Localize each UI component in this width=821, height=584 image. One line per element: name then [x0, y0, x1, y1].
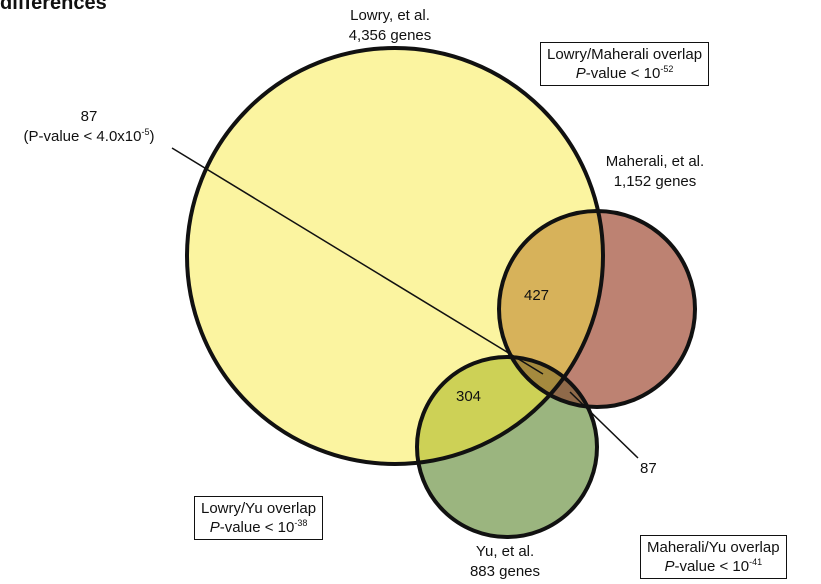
lowry-maherali-count: 427 — [524, 287, 550, 304]
yu-count: 883 genes — [469, 563, 541, 580]
lowry-label: Lowry, et al. 4,356 genes — [320, 6, 460, 46]
maherali-yu-pvalue-box: Maherali/Yu overlap P-value < 10-41 — [640, 535, 787, 579]
triple-leader-line — [171, 147, 544, 375]
maherali-yu-count: 87 — [640, 460, 657, 477]
maherali-yu-box-title: Maherali/Yu overlap — [647, 539, 780, 556]
lowry-yu-count: 304 — [456, 388, 482, 405]
maherali-outline — [497, 209, 697, 409]
triple-annotation: 87 (P-value < 4.0x10-5) — [0, 107, 178, 147]
figure-title: differences — [0, 0, 107, 14]
lowry-maherali-pvalue-box: Lowry/Maherali overlap P-value < 10-52 — [540, 42, 710, 86]
maherali-label: Maherali, et al. 1,152 genes — [580, 152, 730, 192]
lowry-name: Lowry, et al. — [350, 7, 430, 24]
yu-label: Yu, et al. 883 genes — [450, 542, 560, 582]
maherali-name: Maherali, et al. — [605, 153, 705, 170]
lowry-maherali-box-title: Lowry/Maherali overlap — [547, 46, 703, 63]
yu-name: Yu, et al. — [475, 543, 535, 560]
yu-outline — [415, 355, 599, 539]
triple-count-label: 87 — [80, 108, 98, 125]
lowry-yu-box-title: Lowry/Yu overlap — [201, 500, 317, 517]
lowry-outline — [185, 46, 605, 466]
maherali-yu-box-pvalue: P-value < 10-41 — [664, 557, 763, 576]
lowry-yu-box-pvalue: P-value < 10-38 — [209, 518, 308, 537]
maherali-count: 1,152 genes — [613, 173, 697, 190]
maherali-yu-leader-line — [569, 391, 639, 459]
lowry-yu-pvalue-box: Lowry/Yu overlap P-value < 10-38 — [194, 496, 324, 540]
lowry-count: 4,356 genes — [348, 27, 432, 44]
triple-pvalue: (P-value < 4.0x10-5) — [23, 127, 155, 146]
lowry-maherali-box-pvalue: P-value < 10-52 — [575, 64, 674, 83]
